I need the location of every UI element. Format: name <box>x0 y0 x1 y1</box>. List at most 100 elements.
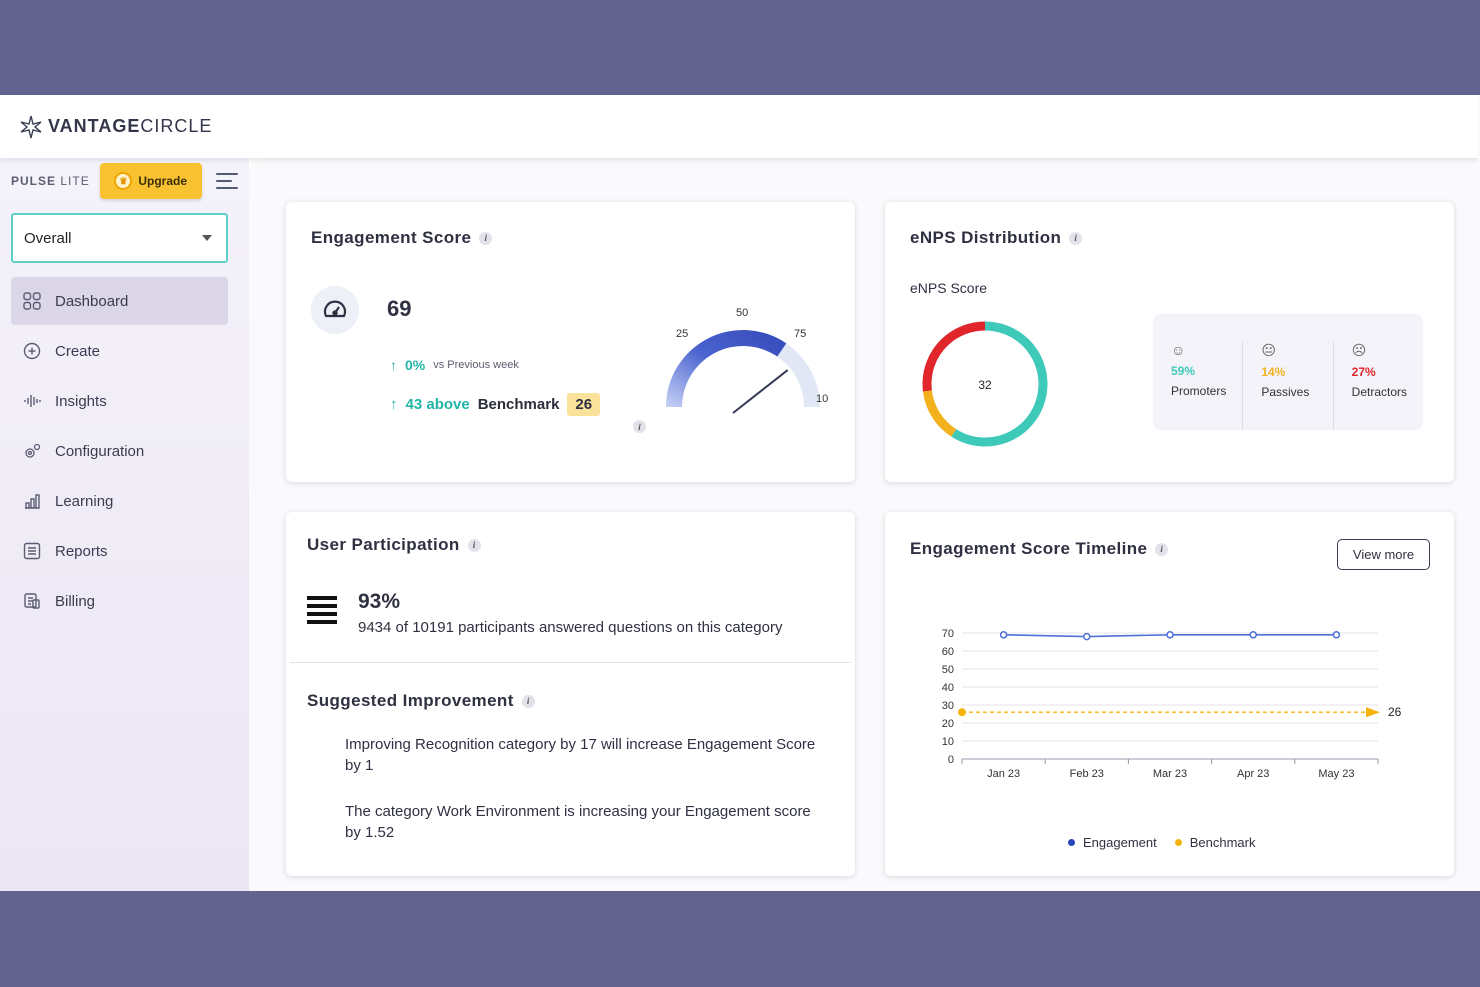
card-title: Engagement Score i <box>311 228 493 248</box>
sidebar-item-billing[interactable]: Billing <box>11 577 228 625</box>
legend-benchmark[interactable]: Benchmark <box>1174 835 1255 850</box>
view-more-button[interactable]: View more <box>1337 539 1430 570</box>
info-icon[interactable]: i <box>633 420 646 433</box>
passives-stat: 😐︎ 14% Passives <box>1243 342 1334 430</box>
info-icon[interactable]: i <box>1069 231 1083 245</box>
benchmark-start-point[interactable] <box>958 708 966 717</box>
promoters-label: Promoters <box>1171 384 1227 398</box>
sidebar-item-label: Reports <box>55 542 108 560</box>
gauge-tick-label: 10 <box>816 393 828 405</box>
engagement-gauge: 25 50 75 10 <box>666 307 828 414</box>
x-tick-label: May 23 <box>1318 768 1354 780</box>
sidebar-item-insights[interactable]: Insights <box>11 377 228 425</box>
scope-select-value: Overall <box>24 229 72 247</box>
upgrade-label: Upgrade <box>138 174 188 188</box>
smile-icon: ☺ <box>1171 342 1186 358</box>
sidebar-item-create[interactable]: Create <box>11 327 228 375</box>
above-benchmark-text: 43 above <box>405 396 470 413</box>
improvement-item: The category Work Environment is increas… <box>345 803 811 841</box>
sidebar-item-configuration[interactable]: Configuration <box>11 427 228 475</box>
passives-pct: 14% <box>1261 365 1286 379</box>
benchmark-compare: ↑ 43 above Benchmark 26 <box>390 393 601 416</box>
x-tick-label: Mar 23 <box>1153 768 1187 780</box>
speedometer-icon <box>311 286 359 334</box>
divider <box>290 662 851 663</box>
weekly-change-pct: 0% <box>405 357 426 373</box>
promoters-pct: 59% <box>1171 364 1196 378</box>
sidebar-item-label: Dashboard <box>55 292 129 310</box>
brand-logo[interactable]: VANTAGECIRCLE <box>18 114 212 140</box>
vantage-star-icon <box>20 115 42 138</box>
suggested-improvement-title: Suggested Improvement i <box>307 691 535 711</box>
waveform-icon <box>23 392 41 410</box>
sidebar-item-label: Create <box>55 342 101 360</box>
y-tick-label: 30 <box>942 700 954 712</box>
legend-engagement[interactable]: Engagement <box>1068 835 1157 850</box>
crown-icon: ♛ <box>114 172 133 190</box>
top-bar: VANTAGECIRCLE <box>0 95 1478 159</box>
enps-score-label: eNPS Score <box>910 280 988 296</box>
gauge-fill <box>666 330 787 407</box>
sidebar-nav: Dashboard Create Insights Configuration <box>11 277 228 627</box>
sidebar-item-label: Billing <box>55 592 96 610</box>
info-icon[interactable]: i <box>1155 542 1169 556</box>
gauge-tick-label: 50 <box>736 307 748 319</box>
info-icon[interactable]: i <box>479 231 493 245</box>
engagement-score-value: 69 <box>387 296 412 321</box>
y-tick-label: 20 <box>942 718 954 730</box>
app-window: VANTAGECIRCLE PULSE LITE ♛ Upgrade Overa… <box>0 95 1480 891</box>
list-icon <box>23 542 41 560</box>
benchmark-value-label: 26 <box>1388 705 1402 719</box>
card-title: eNPS Distribution i <box>910 228 1083 248</box>
benchmark-arrow <box>1366 707 1380 718</box>
menu-toggle-icon[interactable] <box>215 173 238 189</box>
chart-legend: Engagement Benchmark <box>1068 835 1255 850</box>
info-icon[interactable]: i <box>467 538 481 552</box>
sidebar: PULSE LITE ♛ Upgrade Overall Dashboard <box>0 159 249 891</box>
scope-select[interactable]: Overall <box>11 213 228 263</box>
enps-score-value: 32 <box>978 378 992 392</box>
sidebar-item-learning[interactable]: Learning <box>11 477 228 525</box>
engagement-point[interactable] <box>1166 631 1174 639</box>
improvement-item: Improving Recognition category by 17 wil… <box>345 736 816 774</box>
billing-icon <box>23 592 41 610</box>
participation-detail: 9434 of 10191 participants answered ques… <box>358 619 783 636</box>
arrow-up-icon: ↑ <box>390 396 398 413</box>
user-participation-card: User Participation i 93% 9434 of 10191 p… <box>286 512 855 876</box>
enps-breakdown: ☺ 59% Promoters 😐︎ 14% Passives ☹ 27% De… <box>1153 314 1423 430</box>
y-tick-label: 50 <box>942 664 954 676</box>
detractors-pct: 27% <box>1351 365 1376 379</box>
plus-circle-icon <box>23 342 41 360</box>
engagement-point[interactable] <box>1083 632 1091 641</box>
gauge-tick-label: 25 <box>676 328 688 340</box>
weekly-change-text: vs Previous week <box>433 359 519 371</box>
bar-chart-icon <box>23 492 41 510</box>
sidebar-item-label: Configuration <box>55 442 145 460</box>
brand-name: VANTAGECIRCLE <box>48 116 213 136</box>
info-icon[interactable]: i <box>521 694 535 708</box>
timeline-chart: 0 10 20 30 40 50 60 70 Jan 23 Feb 23 Mar 23 Apr 23 M… <box>942 628 1402 780</box>
upgrade-button[interactable]: ♛ Upgrade <box>99 163 202 199</box>
sidebar-item-reports[interactable]: Reports <box>11 527 228 575</box>
engagement-point[interactable] <box>1332 631 1341 639</box>
benchmark-label: Benchmark <box>477 396 560 413</box>
y-tick-label: 10 <box>942 736 954 748</box>
main-content: Engagement Score i 69 ↑ 0% vs Previous w… <box>249 159 1480 891</box>
sidebar-item-dashboard[interactable]: Dashboard <box>11 277 228 325</box>
enps-distribution-card: eNPS Distribution i eNPS Score 32 ☺ 59% … <box>885 202 1454 482</box>
plan-row: PULSE LITE ♛ Upgrade <box>11 163 238 199</box>
engagement-point[interactable] <box>999 631 1008 639</box>
engagement-point[interactable] <box>1249 631 1257 639</box>
passives-label: Passives <box>1261 385 1310 399</box>
frown-icon: ☹ <box>1351 342 1367 358</box>
gears-icon <box>23 442 41 460</box>
y-tick-label: 40 <box>942 682 954 694</box>
x-tick-label: Jan 23 <box>987 768 1020 780</box>
card-title: Engagement Score Timeline i <box>910 539 1169 559</box>
x-tick-label: Feb 23 <box>1070 768 1104 780</box>
donut-detractors-segment[interactable] <box>922 321 1048 447</box>
benchmark-badge: 26 <box>567 393 601 416</box>
enps-donut-chart: 32 <box>922 321 1048 447</box>
y-tick-label: 60 <box>942 646 954 658</box>
gauge-tick-label: 75 <box>794 328 806 340</box>
